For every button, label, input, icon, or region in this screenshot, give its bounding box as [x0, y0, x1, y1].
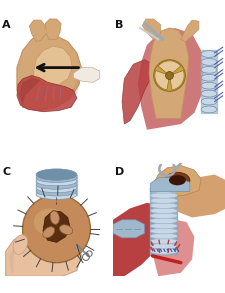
Ellipse shape: [150, 243, 177, 249]
Text: D: D: [115, 167, 124, 177]
Ellipse shape: [150, 233, 177, 239]
Ellipse shape: [36, 177, 76, 186]
Polygon shape: [73, 68, 99, 82]
Ellipse shape: [200, 74, 216, 81]
Polygon shape: [150, 177, 189, 192]
Polygon shape: [154, 71, 169, 90]
Circle shape: [22, 195, 90, 263]
Ellipse shape: [200, 82, 216, 89]
Polygon shape: [152, 220, 194, 276]
Polygon shape: [112, 203, 174, 276]
Circle shape: [153, 60, 184, 91]
Ellipse shape: [150, 193, 177, 198]
Polygon shape: [112, 220, 144, 238]
Ellipse shape: [150, 218, 177, 224]
Text: A: A: [2, 20, 11, 30]
Polygon shape: [29, 20, 45, 42]
Ellipse shape: [200, 51, 216, 57]
Ellipse shape: [168, 175, 185, 185]
Polygon shape: [34, 46, 72, 85]
Ellipse shape: [200, 90, 216, 97]
Ellipse shape: [36, 169, 76, 180]
Ellipse shape: [200, 98, 216, 105]
Polygon shape: [9, 238, 25, 274]
Ellipse shape: [59, 225, 72, 234]
Ellipse shape: [200, 106, 216, 113]
Polygon shape: [180, 20, 198, 42]
Ellipse shape: [36, 180, 76, 189]
Polygon shape: [19, 78, 40, 105]
Ellipse shape: [150, 213, 177, 219]
Ellipse shape: [13, 235, 27, 254]
Polygon shape: [17, 34, 81, 110]
Polygon shape: [169, 175, 225, 217]
Ellipse shape: [150, 228, 177, 234]
Polygon shape: [17, 76, 76, 112]
Polygon shape: [148, 28, 188, 118]
Ellipse shape: [200, 59, 216, 65]
Polygon shape: [137, 28, 202, 130]
Text: C: C: [2, 167, 10, 177]
Ellipse shape: [150, 198, 177, 203]
Ellipse shape: [34, 208, 65, 236]
Ellipse shape: [43, 227, 54, 238]
Polygon shape: [56, 37, 81, 105]
Circle shape: [165, 71, 173, 79]
Text: B: B: [115, 20, 123, 30]
Polygon shape: [158, 61, 180, 76]
Ellipse shape: [36, 187, 76, 196]
Ellipse shape: [36, 190, 76, 200]
Ellipse shape: [150, 208, 177, 214]
Ellipse shape: [200, 67, 216, 73]
Ellipse shape: [150, 239, 177, 244]
Ellipse shape: [36, 173, 76, 183]
Ellipse shape: [164, 172, 189, 188]
Ellipse shape: [50, 211, 59, 224]
Ellipse shape: [150, 248, 177, 254]
Ellipse shape: [150, 203, 177, 208]
Polygon shape: [142, 19, 160, 39]
Polygon shape: [122, 60, 152, 124]
Polygon shape: [152, 166, 200, 197]
Ellipse shape: [150, 223, 177, 229]
Polygon shape: [43, 211, 70, 242]
Polygon shape: [45, 19, 61, 39]
Polygon shape: [169, 71, 183, 90]
Polygon shape: [6, 229, 81, 276]
Ellipse shape: [36, 184, 76, 193]
Ellipse shape: [150, 188, 177, 193]
